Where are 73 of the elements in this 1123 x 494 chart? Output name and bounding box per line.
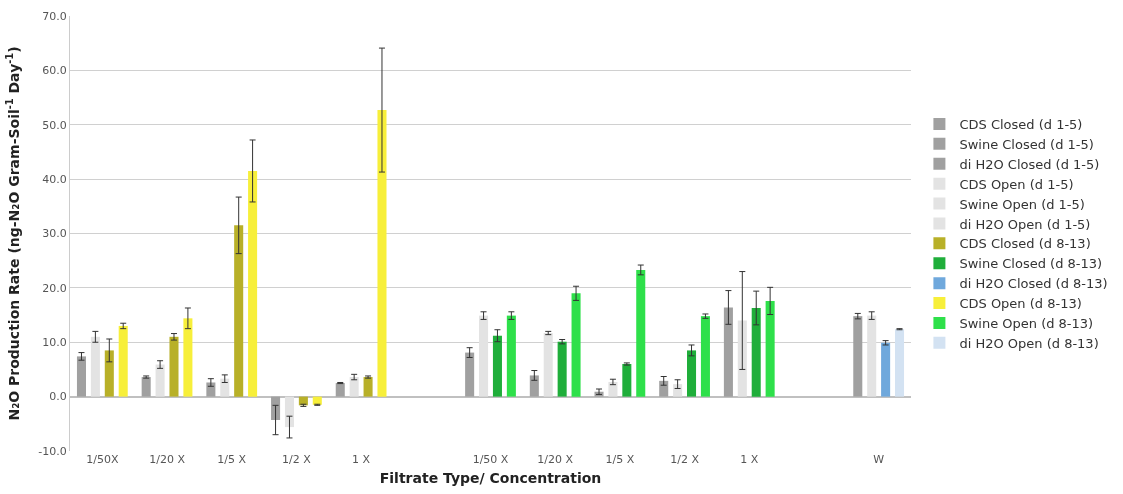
bar: [506, 315, 516, 397]
bar: [206, 382, 216, 397]
y-tick-label: 0.0: [49, 390, 67, 404]
bar: [183, 318, 193, 397]
bar: [377, 110, 387, 397]
bar: [751, 307, 761, 397]
legend-label: CDS Closed (d 8-13): [959, 236, 1091, 252]
x-tick-label: W: [873, 453, 885, 466]
bar: [673, 384, 683, 397]
bar: [248, 170, 258, 397]
y-tick-label: 30.0: [42, 227, 67, 241]
bar: [465, 352, 475, 397]
bar: [853, 316, 863, 397]
bar: [700, 316, 710, 397]
y-tick-label: 50.0: [42, 118, 67, 132]
bar: [479, 315, 489, 397]
bar: [363, 377, 373, 397]
bar: [169, 336, 179, 397]
bar: [571, 293, 581, 397]
legend-label: CDS Open (d 1-5): [959, 176, 1074, 192]
bar: [141, 377, 151, 397]
bar: [687, 350, 697, 397]
x-tick-label: 1 X: [740, 453, 759, 466]
bar: [118, 325, 128, 397]
x-tick-label: 1/2 X: [670, 453, 700, 466]
bar: [104, 350, 114, 397]
legend-label: Swine Closed (d 1-5): [959, 136, 1094, 152]
bar: [737, 320, 747, 397]
bar: [895, 329, 905, 397]
bar: [543, 333, 553, 397]
x-tick-label: 1 X: [352, 453, 371, 466]
y-tick-label: 70.0: [42, 9, 67, 23]
bar: [90, 336, 100, 397]
legend-label: Swine Open (d 8-13): [959, 316, 1094, 332]
legend-label: di H2O Closed (d 8-13): [959, 276, 1108, 292]
legend-label: Swine Closed (d 8-13): [959, 256, 1103, 272]
bar: [220, 378, 230, 397]
x-tick-label: 1/50 X: [472, 453, 509, 466]
bar: [76, 356, 86, 397]
bar: [881, 342, 891, 397]
legend-label: di H2O Open (d 8-13): [959, 335, 1099, 351]
x-tick-label: 1/50X: [86, 453, 119, 466]
legend-label: CDS Open (d 8-13): [959, 296, 1082, 312]
bar: [659, 380, 669, 397]
legend-label: di H2O Closed (d 1-5): [959, 156, 1100, 172]
x-tick-label: 1/5 X: [605, 453, 635, 466]
bar: [492, 335, 502, 397]
bar: [557, 341, 567, 397]
x-tick-label: 1/2 X: [282, 453, 312, 466]
bar: [349, 377, 359, 397]
bar: [608, 381, 618, 397]
bar: [234, 225, 244, 397]
bar: [765, 300, 775, 397]
bar: [636, 269, 646, 397]
legend-label: di H2O Open (d 1-5): [959, 216, 1091, 232]
bar: [155, 364, 165, 397]
y-tick-label: 60.0: [42, 64, 67, 78]
bar: [723, 307, 733, 397]
x-axis-title: Filtrate Type/ Concentration: [379, 470, 602, 487]
y-tick-label: -10.0: [38, 444, 67, 458]
x-tick-label: 1/20 X: [537, 453, 574, 466]
bar: [529, 375, 539, 397]
bar: [622, 364, 632, 397]
bar: [284, 396, 294, 428]
x-tick-label: 1/5 X: [217, 453, 247, 466]
legend-label: Swine Open (d 1-5): [959, 196, 1085, 212]
y-tick-label: 40.0: [42, 172, 67, 186]
x-tick-label: 1/20 X: [149, 453, 186, 466]
legend-label: CDS Closed (d 1-5): [959, 117, 1083, 133]
y-tick-label: 20.0: [42, 281, 67, 295]
y-tick-label: 10.0: [42, 336, 67, 350]
bar: [867, 315, 877, 397]
bar: [335, 383, 345, 397]
